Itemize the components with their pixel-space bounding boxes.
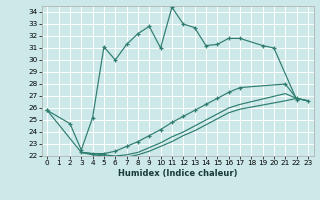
- X-axis label: Humidex (Indice chaleur): Humidex (Indice chaleur): [118, 169, 237, 178]
